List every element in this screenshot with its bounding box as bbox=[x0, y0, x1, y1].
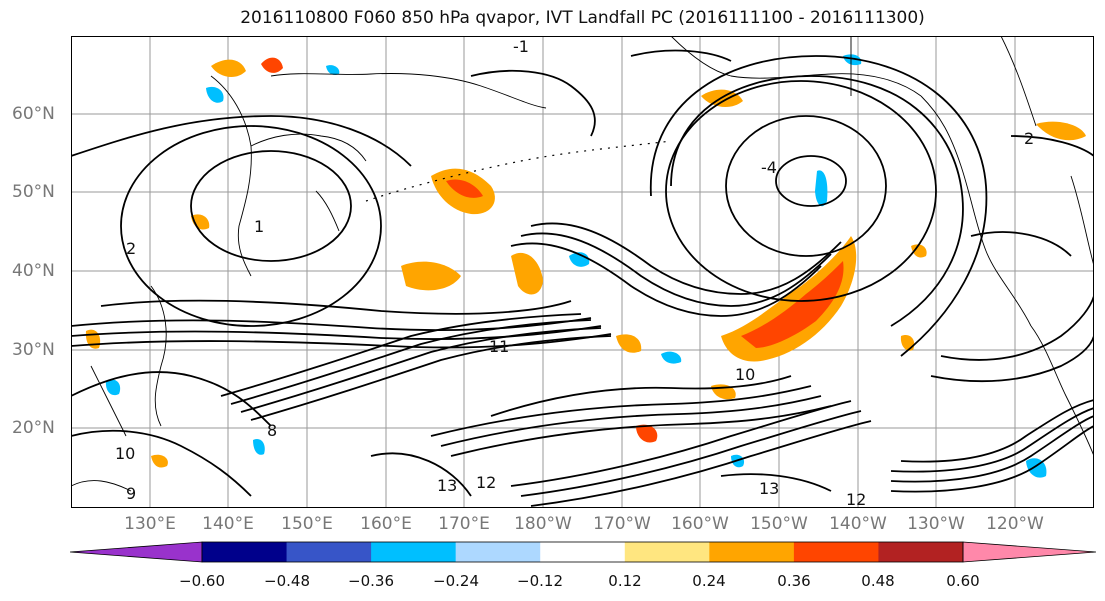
colorbar-segment bbox=[878, 542, 964, 562]
contour-label: 12 bbox=[476, 473, 496, 492]
positive-anomaly-region bbox=[211, 59, 246, 78]
lat-label: 20°N bbox=[12, 418, 55, 438]
contour-label: 8 bbox=[267, 421, 277, 440]
colorbar-tick-label: −0.12 bbox=[517, 572, 563, 590]
colorbar-graphic bbox=[69, 541, 1097, 563]
map-panel: -1 -4 2 2 1 11 10 13 12 13 12 9 10 8 bbox=[71, 36, 1094, 508]
lon-label: 120°W bbox=[986, 514, 1044, 534]
lon-label: 140°E bbox=[202, 514, 254, 534]
contour-label: 13 bbox=[437, 476, 457, 495]
contour-label: 10 bbox=[735, 365, 755, 384]
colorbar-segment bbox=[624, 542, 710, 562]
negative-anomaly-region bbox=[326, 65, 340, 76]
negative-anomaly-region bbox=[206, 86, 224, 103]
lon-label: 160°W bbox=[671, 514, 729, 534]
positive-anomaly-region bbox=[636, 424, 658, 443]
colorbar-segment bbox=[709, 542, 795, 562]
colorbar-segment bbox=[371, 542, 457, 562]
colorbar-tick-label: 0.24 bbox=[692, 572, 726, 590]
map-canvas: -1 -4 2 2 1 11 10 13 12 13 12 9 10 8 bbox=[71, 36, 1094, 508]
colorbar-tick-label: −0.24 bbox=[433, 572, 479, 590]
contour-label: 11 bbox=[489, 337, 509, 356]
lon-label: 170°E bbox=[438, 514, 490, 534]
colorbar-tick-label: −0.36 bbox=[348, 572, 394, 590]
contour-label: 2 bbox=[126, 239, 136, 258]
colorbar bbox=[69, 540, 1097, 564]
contour-label: -4 bbox=[761, 158, 777, 177]
contour-label: 9 bbox=[126, 484, 136, 503]
colorbar-tick-label: 0.36 bbox=[777, 572, 811, 590]
lon-label: 130°W bbox=[907, 514, 965, 534]
lat-label: 60°N bbox=[12, 104, 55, 124]
contour-label: 13 bbox=[759, 479, 779, 498]
lon-label: 160°E bbox=[360, 514, 412, 534]
positive-anomaly-region bbox=[401, 261, 461, 291]
contour-label: 1 bbox=[254, 217, 264, 236]
lon-label: 150°W bbox=[750, 514, 808, 534]
contour-label: -1 bbox=[513, 37, 529, 56]
colorbar-segment bbox=[455, 542, 541, 562]
lon-label: 180°W bbox=[514, 514, 572, 534]
positive-anomaly-region bbox=[1036, 121, 1086, 141]
positive-anomaly-region bbox=[261, 57, 283, 73]
contour-label: 10 bbox=[115, 444, 135, 463]
colorbar-segment bbox=[540, 542, 626, 562]
contour-label: 2 bbox=[1024, 129, 1034, 148]
positive-anomaly-core bbox=[741, 261, 844, 348]
lat-label: 40°N bbox=[12, 261, 55, 281]
lon-label: 140°W bbox=[829, 514, 887, 534]
lon-label: 150°E bbox=[281, 514, 333, 534]
lat-label: 30°N bbox=[12, 340, 55, 360]
contour-labels: -1 -4 2 2 1 11 10 13 12 13 12 9 10 8 bbox=[115, 37, 1034, 508]
map-title: 2016110800 F060 850 hPa qvapor, IVT Land… bbox=[240, 8, 925, 28]
negative-anomaly-region bbox=[815, 170, 828, 207]
colorbar-tick-label: 0.12 bbox=[608, 572, 642, 590]
ivt-contours bbox=[71, 49, 1094, 507]
negative-anomaly-region bbox=[661, 351, 682, 364]
positive-anomaly-region bbox=[151, 454, 168, 468]
colorbar-tick-label: −0.60 bbox=[179, 572, 225, 590]
colorbar-segment bbox=[202, 542, 288, 562]
colorbar-tick-label: −0.48 bbox=[264, 572, 310, 590]
positive-anomaly-region bbox=[911, 244, 927, 258]
negative-anomaly-region bbox=[253, 438, 265, 455]
colorbar-segment bbox=[286, 542, 372, 562]
contour-label: 12 bbox=[846, 490, 866, 508]
colorbar-border bbox=[201, 541, 964, 563]
negative-anomaly-region bbox=[105, 379, 121, 396]
map-frame bbox=[71, 36, 1094, 508]
colorbar-segment bbox=[962, 541, 1097, 563]
lat-label: 50°N bbox=[12, 182, 55, 202]
lon-label: 170°W bbox=[593, 514, 651, 534]
positive-anomaly-region bbox=[511, 252, 543, 295]
colorbar-segment bbox=[69, 541, 203, 563]
colorbar-tick-label: 0.60 bbox=[946, 572, 980, 590]
colorbar-segment bbox=[793, 542, 879, 562]
aleutian-chain bbox=[365, 140, 672, 202]
positive-anomaly-region bbox=[616, 334, 642, 353]
lon-label: 130°E bbox=[124, 514, 176, 534]
positive-anomaly-core bbox=[446, 179, 483, 198]
colorbar-tick-label: 0.48 bbox=[861, 572, 895, 590]
